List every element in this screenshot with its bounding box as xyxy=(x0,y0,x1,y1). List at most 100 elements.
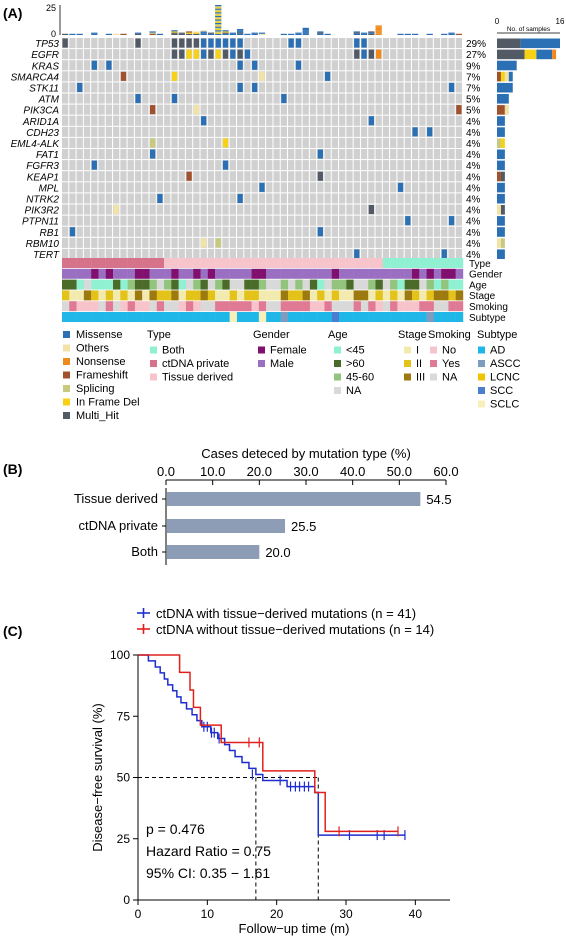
track-cell xyxy=(382,268,391,279)
legend-title: Smoking xyxy=(428,329,471,341)
grid-cell xyxy=(375,204,382,215)
grid-cell xyxy=(120,104,127,115)
grid-cell xyxy=(69,104,76,115)
grid-cell xyxy=(339,160,346,171)
grid-cell xyxy=(229,104,236,115)
track-cell xyxy=(295,279,303,290)
top-bar-segment xyxy=(302,31,309,33)
mutation-cell xyxy=(215,38,221,48)
grid-cell xyxy=(441,237,448,248)
category-label: ctDNA private xyxy=(79,518,158,533)
top-bar-segment xyxy=(120,33,127,35)
grid-cell xyxy=(229,137,236,148)
grid-cell xyxy=(390,149,397,160)
track-cell xyxy=(411,290,420,301)
grid-cell xyxy=(222,182,229,193)
grid-cell xyxy=(280,193,288,204)
track-cell xyxy=(207,301,216,312)
grid-cell xyxy=(200,171,207,182)
grid-cell xyxy=(455,149,462,160)
grid-cell xyxy=(346,204,353,215)
track-cell xyxy=(215,312,223,322)
track-cell xyxy=(200,301,209,312)
track-cell xyxy=(127,290,136,301)
track-cell xyxy=(448,290,456,301)
km-chart: ctDNA with tissue−derived mutations (n =… xyxy=(90,606,450,936)
track-cell xyxy=(295,290,303,301)
grid-cell xyxy=(69,71,76,82)
grid-cell xyxy=(433,38,441,49)
track-cell xyxy=(134,301,143,312)
grid-cell xyxy=(193,82,200,93)
top-bar-segment xyxy=(360,32,368,34)
right-bar-segment xyxy=(497,227,505,237)
track-cell xyxy=(251,258,260,268)
grid-cell xyxy=(127,160,134,171)
grid-cell xyxy=(258,160,266,171)
legend-swatch xyxy=(334,360,341,367)
grid-cell xyxy=(397,60,404,71)
grid-cell xyxy=(83,93,91,104)
grid-cell xyxy=(455,171,462,182)
grid-cell xyxy=(360,82,368,93)
top-bar-segment xyxy=(426,33,433,35)
grid-cell xyxy=(142,149,149,160)
grid-cell xyxy=(404,171,411,182)
grid-cell xyxy=(200,160,207,171)
legend-swatch xyxy=(63,412,70,419)
grid-cell xyxy=(455,160,462,171)
top-bar-segment xyxy=(215,33,222,35)
track-cell xyxy=(193,279,201,290)
grid-cell xyxy=(149,38,156,49)
grid-cell xyxy=(156,248,164,259)
grid-cell xyxy=(244,226,251,237)
track-cell xyxy=(280,290,289,301)
grid-cell xyxy=(142,215,149,226)
mutation-cell xyxy=(259,182,265,192)
grid-cell xyxy=(455,71,462,82)
track-cell xyxy=(98,312,106,322)
grid-cell xyxy=(134,160,142,171)
track-cell xyxy=(368,301,376,312)
track-cell xyxy=(302,258,311,268)
track-cell xyxy=(113,301,121,312)
grid-cell xyxy=(229,226,236,237)
track-cell xyxy=(229,301,238,312)
grid-cell xyxy=(346,137,353,148)
top-bar-segment xyxy=(404,33,411,35)
grid-cell xyxy=(331,93,339,104)
grid-cell xyxy=(207,82,215,93)
track-cell xyxy=(375,301,383,312)
grid-cell xyxy=(266,82,273,93)
grid-cell xyxy=(419,60,426,71)
grid-cell xyxy=(105,193,113,204)
grid-cell xyxy=(353,149,360,160)
top-bar-segment xyxy=(295,32,302,34)
x-tick-label: 30 xyxy=(339,907,353,921)
top-bar-segment xyxy=(76,33,83,35)
grid-cell xyxy=(360,71,368,82)
grid-cell xyxy=(317,215,324,226)
grid-cell xyxy=(105,215,113,226)
grid-cell xyxy=(397,49,404,60)
top-bar-segment xyxy=(236,29,244,31)
grid-cell xyxy=(83,226,91,237)
grid-cell xyxy=(164,38,171,49)
track-cell xyxy=(339,301,347,312)
mutation-cell xyxy=(201,38,207,48)
track-cell xyxy=(156,268,165,279)
mutation-cell xyxy=(215,238,221,248)
grid-cell xyxy=(266,160,273,171)
mutation-cell xyxy=(222,160,229,170)
legend-swatch xyxy=(63,385,70,392)
gene-percentage: 7% xyxy=(466,72,481,83)
grid-cell xyxy=(76,171,83,182)
grid-cell xyxy=(62,104,69,115)
grid-cell xyxy=(375,93,382,104)
grid-cell xyxy=(339,93,346,104)
top-bar-segment xyxy=(200,32,207,34)
grid-cell xyxy=(375,60,382,71)
grid-cell xyxy=(346,215,353,226)
track-cell xyxy=(244,312,252,322)
track-cell xyxy=(288,279,296,290)
